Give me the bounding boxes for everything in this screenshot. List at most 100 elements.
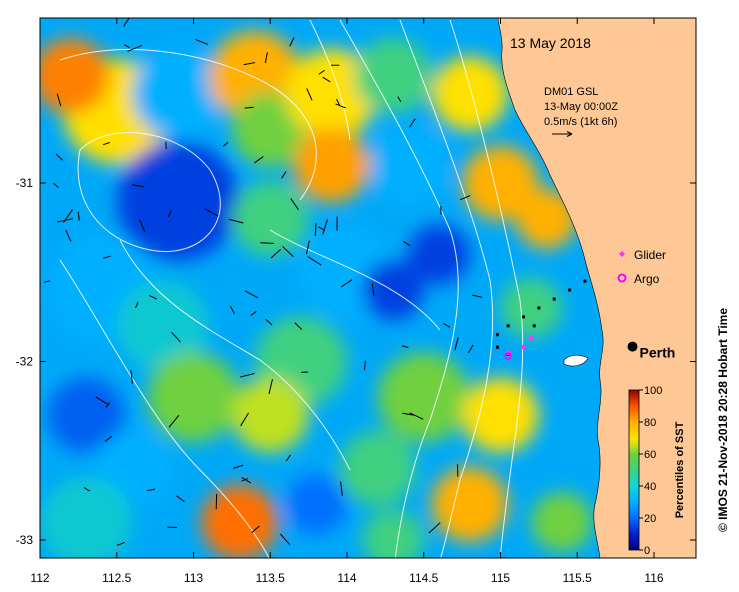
current-vector [281,171,287,179]
legend-glider: Glider [619,248,666,262]
current-vector [241,478,249,482]
sst-patch [377,352,470,443]
contour-line [119,239,351,471]
glider-position [522,315,526,319]
sst-field [40,18,696,558]
product-line-2: 13-May 00:00Z [544,101,618,113]
current-vector [44,280,51,283]
current-vector [229,305,235,315]
current-vector [168,414,180,428]
argo-marker-icon [617,273,627,283]
current-vector [130,370,133,384]
current-vector [167,209,172,218]
current-vector [371,283,375,296]
current-vector [285,454,291,462]
current-vector [265,319,273,326]
current-vector [244,106,254,109]
perth-marker-icon [627,341,638,352]
current-vector [127,44,143,52]
sst-patch [132,48,225,139]
glider-position [506,324,510,328]
current-vector [56,93,62,107]
glider-position [532,324,536,328]
current-vector [314,223,317,236]
current-vector [131,184,144,188]
colorbar-ticks: 100 80 60 40 20 0 [639,385,662,557]
current-vector [270,248,282,259]
contour-line [269,229,441,331]
sst-patch [354,38,432,114]
sst-percentile-patches [40,30,593,558]
current-vector [340,481,343,496]
colorbar-tick-label: 40 [644,481,656,493]
legend-argo: Argo [617,272,660,286]
current-vector [244,290,259,299]
x-tick-label: 113 [184,571,203,585]
glider-position [495,333,499,337]
y-tick-label: -32 [16,355,34,369]
sst-patch [201,484,278,558]
current-vector [289,37,295,47]
sst-patch [462,377,539,453]
x-tick-label: 115.5 [563,571,592,585]
current-vector [65,229,72,242]
current-vector [233,464,244,469]
contour-line [399,19,494,558]
current-vector [335,103,346,109]
sst-patch [47,377,125,453]
product-line-3: 0.5m/s (1kt 6h) [544,116,617,128]
current-vector [454,337,459,351]
current-vector [282,245,294,257]
current-vector [123,44,130,49]
current-vector [146,488,156,492]
current-vector [138,219,146,232]
current-vector [341,279,353,288]
colorbar-tick-label: 60 [644,449,656,461]
legend-glider-label: Glider [634,248,666,262]
current-vector [253,156,264,164]
sst-patch [431,466,509,542]
glider-position [583,279,587,283]
colorbar-tick-label: 0 [644,545,650,557]
glider-position [552,297,556,301]
colorbar-tick-label: 20 [644,513,656,525]
current-vector [240,372,255,378]
current-vector [402,412,414,416]
x-tick-label: 113.5 [256,571,285,585]
current-vector [95,396,110,406]
contour-line [309,19,351,141]
sst-patch [40,477,133,558]
land-mask [497,18,696,558]
x-tick-label: 112 [30,571,49,585]
sst-patch [285,48,378,139]
current-vector [251,525,260,534]
current-vector [176,495,185,502]
x-tick-label: 115 [491,571,510,585]
current-vector [241,476,252,484]
current-vector [401,345,409,348]
contour-line [339,19,459,558]
colorbar-tick-label: 100 [644,385,662,397]
map-frame [39,17,697,559]
current-vector [83,487,90,492]
colorbar [628,389,640,551]
sst-patch [515,188,578,249]
y-tick-label: -33 [16,533,34,547]
y-tick-label: -31 [16,176,34,190]
current-vector [459,195,471,201]
sst-patch [339,431,417,507]
colorbar-tick-label: 80 [644,417,656,429]
current-vector [409,412,424,420]
current-vector [306,88,313,101]
sst-patch [431,56,509,132]
glider-recent-position [528,335,535,342]
current-vector [472,294,482,298]
current-vector [240,412,250,427]
argo-float [504,352,512,360]
colorbar-title: Percentiles of SST [674,421,686,518]
sst-patch [285,474,347,535]
sst-patch [231,377,309,453]
argo-position [504,352,512,360]
sst-patch [147,352,240,443]
